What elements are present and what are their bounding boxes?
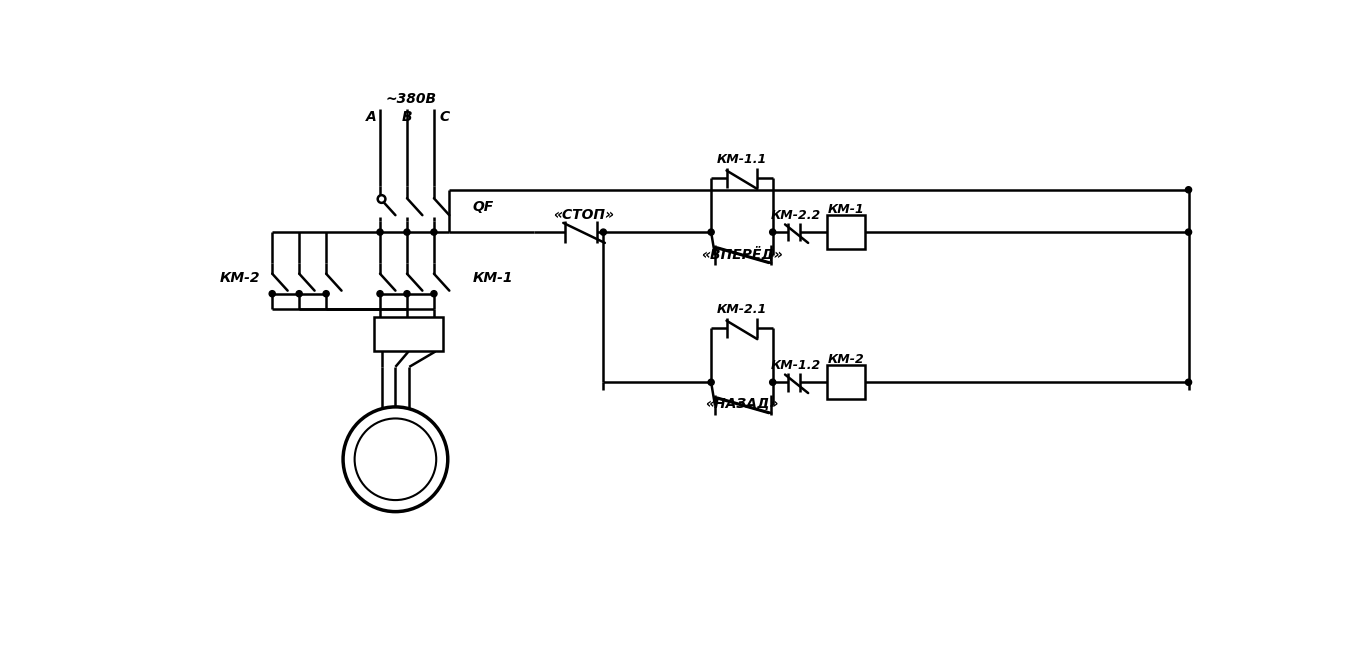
Circle shape — [707, 229, 714, 235]
Circle shape — [769, 229, 776, 235]
Circle shape — [323, 290, 329, 297]
Text: A: A — [366, 109, 377, 124]
Text: «ВПЕРЁД»: «ВПЕРЁД» — [701, 246, 783, 261]
Text: КМ-1: КМ-1 — [472, 271, 513, 285]
Circle shape — [404, 290, 410, 297]
Text: QF: QF — [472, 201, 494, 214]
Text: КМ-2.1: КМ-2.1 — [717, 303, 767, 316]
Bar — [826, 365, 865, 399]
Circle shape — [1185, 379, 1192, 385]
Bar — [374, 317, 443, 352]
Circle shape — [343, 407, 448, 512]
Circle shape — [769, 379, 776, 385]
Circle shape — [601, 229, 606, 235]
Circle shape — [404, 229, 410, 235]
Circle shape — [431, 229, 437, 235]
Circle shape — [1185, 187, 1192, 193]
Circle shape — [269, 290, 275, 297]
Text: АД: АД — [377, 449, 414, 469]
Circle shape — [377, 229, 383, 235]
Circle shape — [1185, 229, 1192, 235]
Text: КМ-1.1: КМ-1.1 — [717, 153, 767, 166]
Text: КМ-1: КМ-1 — [828, 202, 864, 215]
Text: КМ-2.2: КМ-2.2 — [771, 209, 821, 222]
Circle shape — [431, 290, 437, 297]
Text: ~380В: ~380В — [385, 92, 436, 106]
Bar — [826, 215, 865, 249]
Text: КМ-1.2: КМ-1.2 — [771, 359, 821, 372]
Circle shape — [296, 290, 302, 297]
Text: B: B — [402, 109, 412, 124]
Circle shape — [378, 195, 385, 203]
Circle shape — [355, 419, 436, 500]
Text: КМ-2: КМ-2 — [828, 353, 864, 366]
Text: C: C — [440, 109, 450, 124]
Circle shape — [707, 379, 714, 385]
Text: «НАЗАД»: «НАЗАД» — [705, 397, 779, 411]
Text: КМ-2: КМ-2 — [220, 271, 261, 285]
Text: «СТОП»: «СТОП» — [554, 208, 614, 222]
Circle shape — [377, 290, 383, 297]
